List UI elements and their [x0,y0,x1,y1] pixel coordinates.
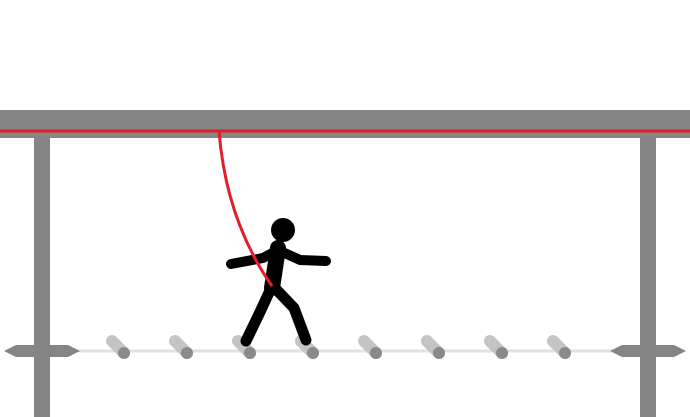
figure-arms [226,245,331,269]
figure-head [271,218,295,242]
overhead-beam [0,110,690,138]
right-post [640,136,656,417]
safety-lanyard-icon [217,130,274,287]
rung-7 [484,335,508,359]
right-platform [610,345,686,357]
left-platform [4,345,80,357]
left-post [34,136,50,417]
figure-front-leg [240,280,278,347]
figure-back-leg [267,280,312,346]
rung-2 [169,335,193,359]
rung-8 [547,335,571,359]
walking-person-icon [226,218,331,347]
rung-6 [421,335,445,359]
rung-1 [106,335,130,359]
rung-3 [232,335,256,359]
rung-5 [358,335,382,359]
